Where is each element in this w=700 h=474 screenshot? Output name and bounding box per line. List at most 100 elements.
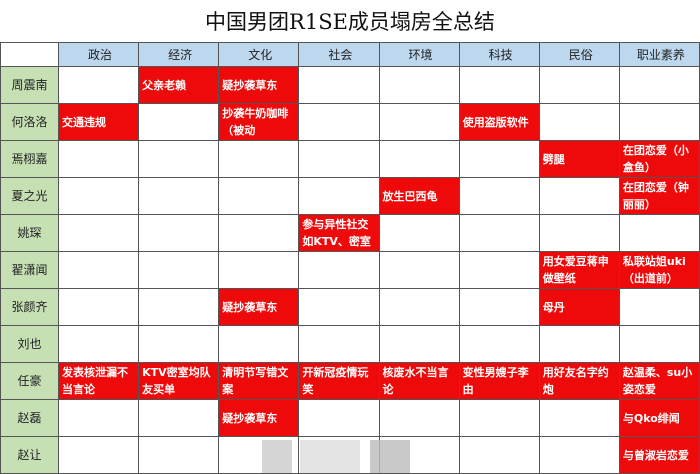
table-row: 何洛洛 交通违规 抄袭牛奶咖啡（被动 使用盗版软件 [0,103,700,141]
incident-cell: 交通违规 [57,103,140,141]
empty-cell [458,325,540,363]
empty-cell [298,66,380,104]
member-name: 焉栩嘉 [0,140,59,178]
empty-cell [378,251,460,289]
empty-cell [458,177,540,215]
blurred-region [370,440,410,473]
empty-cell [218,251,300,289]
incident-cell: 父亲老赖 [138,66,220,104]
column-header: 社会 [298,42,380,67]
empty-cell [618,288,700,326]
incident-cell: 发表核泄漏不当言论 [57,362,140,400]
header-row: 政治 经济 文化 社会 环境 科技 民俗 职业素养 [0,42,700,67]
incident-cell: 私联站姐uki（出道前） [618,251,700,289]
empty-cell [138,288,220,326]
empty-cell [538,177,620,215]
table-row: 翟潇闻 用女爱豆蒋申做壁纸 私联站姐uki（出道前） [0,251,700,289]
empty-cell [298,177,380,215]
member-name: 赵让 [0,436,59,474]
empty-cell [538,103,620,141]
empty-cell [218,140,300,178]
table-row: 刘也 [0,325,700,363]
empty-cell [378,140,460,178]
table-row: 赵磊 疑抄袭草东 与Qko绯闻 [0,399,700,437]
incident-cell: 用女爱豆蒋申做壁纸 [538,251,620,289]
empty-cell [298,103,380,141]
member-name: 翟潇闻 [0,251,59,289]
empty-cell [298,140,380,178]
column-header: 科技 [458,42,540,67]
incident-cell: 在团恋爱（小盒鱼） [618,140,700,178]
member-name: 刘也 [0,325,59,363]
empty-cell [57,214,140,252]
empty-cell [538,436,620,474]
column-header: 政治 [57,42,140,67]
incident-cell: 开新冠疫情玩笑 [298,362,380,400]
empty-cell [57,436,140,474]
incident-cell: 在团恋爱（钟丽丽） [618,177,700,215]
incident-cell: KTV密室均队友买单 [138,362,220,400]
member-name: 姚琛 [0,214,59,252]
incident-cell: 核废水不当言论 [378,362,460,400]
empty-cell [57,325,140,363]
empty-cell [458,251,540,289]
empty-cell [458,66,540,104]
empty-cell [618,66,700,104]
empty-cell [618,214,700,252]
incident-cell: 母丹 [538,288,620,326]
empty-cell [298,399,380,437]
empty-cell [378,214,460,252]
empty-cell [218,325,300,363]
table-row: 周震南 父亲老赖 疑抄袭草东 [0,66,700,104]
empty-cell [57,66,140,104]
empty-cell [458,140,540,178]
column-header: 环境 [378,42,460,67]
empty-cell [138,436,220,474]
incident-cell: 放生巴西龟 [378,177,460,215]
empty-cell [538,399,620,437]
page-title: 中国男团R1SE成员塌房全总结 [0,0,700,43]
empty-cell [138,399,220,437]
incident-cell: 劈腿 [538,140,620,178]
incident-cell: 清明节写错文案 [218,362,300,400]
column-header: 经济 [138,42,220,67]
incident-cell: 参与异性社交如KTV、密室 [298,214,380,252]
empty-cell [138,177,220,215]
incident-table: 政治 经济 文化 社会 环境 科技 民俗 职业素养 周震南 父亲老赖 疑抄袭草东 何洛洛 交通违规 抄袭… [0,42,700,474]
empty-cell [378,325,460,363]
table-row: 焉栩嘉 劈腿 在团恋爱（小盒鱼） [0,140,700,178]
column-header: 民俗 [538,42,620,67]
incident-cell: 用好友名字约炮 [538,362,620,400]
empty-cell [57,251,140,289]
member-name: 张颜齐 [0,288,59,326]
table-row: 任豪 发表核泄漏不当言论 KTV密室均队友买单 清明节写错文案 开新冠疫情玩笑 核废水不当… [0,362,700,400]
empty-cell [458,288,540,326]
empty-cell [618,103,700,141]
empty-cell [378,399,460,437]
empty-cell [538,214,620,252]
blurred-region [262,440,292,473]
empty-cell [57,288,140,326]
empty-cell [138,251,220,289]
incident-cell: 疑抄袭草东 [218,288,300,326]
incident-cell: 抄袭牛奶咖啡（被动 [218,103,300,141]
corner-cell [0,42,59,67]
empty-cell [138,103,220,141]
empty-cell [618,325,700,363]
blurred-region [300,440,360,473]
empty-cell [458,436,540,474]
empty-cell [298,288,380,326]
empty-cell [458,399,540,437]
empty-cell [138,214,220,252]
empty-cell [57,140,140,178]
incident-cell: 疑抄袭草东 [218,399,300,437]
incident-cell: 赵温柔、su小姿恋爱 [618,362,700,400]
empty-cell [138,140,220,178]
table-row: 姚琛 参与异性社交如KTV、密室 [0,214,700,252]
table-row: 张颜齐 疑抄袭草东 母丹 [0,288,700,326]
member-name: 夏之光 [0,177,59,215]
member-name: 赵磊 [0,399,59,437]
column-header: 文化 [218,42,300,67]
empty-cell [538,66,620,104]
empty-cell [218,177,300,215]
